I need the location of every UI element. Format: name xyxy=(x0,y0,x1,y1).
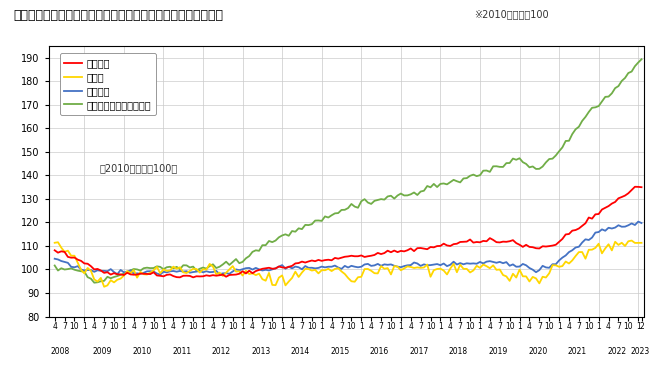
Line: 住宅総合: 住宅総合 xyxy=(55,187,642,277)
マンション（区分所有） xyxy=(103,274,111,279)
戸建住宅 xyxy=(634,220,642,224)
戸建住宅 xyxy=(493,261,500,265)
Text: 2009: 2009 xyxy=(93,347,112,356)
Text: 2008: 2008 xyxy=(50,347,70,356)
マンション（区分所有） xyxy=(493,164,500,168)
Text: ＜不動産価格指数（住宅）（令和５年２月分・季節調整値）＞: ＜不動産価格指数（住宅）（令和５年２月分・季節調整値）＞ xyxy=(13,9,223,22)
住宅総合 xyxy=(100,271,108,275)
住宅総合 xyxy=(638,185,645,189)
戸建住宅 xyxy=(100,269,108,273)
戸建住宅 xyxy=(160,270,168,274)
住宅総合 xyxy=(493,240,500,244)
Text: 2022: 2022 xyxy=(607,347,627,356)
住宅地 xyxy=(493,268,500,272)
Text: 2011: 2011 xyxy=(172,347,191,356)
戸建住宅 xyxy=(51,257,58,261)
Text: 2013: 2013 xyxy=(251,347,270,356)
住宅地 xyxy=(110,280,118,285)
Legend: 住宅総合, 住宅地, 戸建住宅, マンション（区分所有）: 住宅総合, 住宅地, 戸建住宅, マンション（区分所有） xyxy=(60,53,156,115)
マンション（区分所有） xyxy=(222,259,230,264)
マンション（区分所有） xyxy=(90,280,98,285)
Text: ※2010年平均＝100: ※2010年平均＝100 xyxy=(474,9,549,19)
Text: 2020: 2020 xyxy=(528,347,547,356)
Text: 2018: 2018 xyxy=(449,347,468,356)
戸建住宅 xyxy=(638,221,645,225)
戸建住宅 xyxy=(156,272,164,277)
住宅地 xyxy=(51,240,58,245)
Text: 2016: 2016 xyxy=(370,347,389,356)
住宅総合 xyxy=(107,272,114,277)
住宅総合 xyxy=(156,274,164,278)
Text: 2015: 2015 xyxy=(330,347,350,356)
マンション（区分所有） xyxy=(638,57,645,61)
住宅地 xyxy=(103,283,111,288)
Text: 2017: 2017 xyxy=(410,347,428,356)
Line: 住宅地: 住宅地 xyxy=(55,240,642,287)
住宅地 xyxy=(638,240,645,245)
住宅総合 xyxy=(189,275,197,280)
住宅地 xyxy=(160,267,168,272)
Text: （2010年平均＝100）: （2010年平均＝100） xyxy=(99,164,177,173)
マンション（区分所有） xyxy=(110,275,118,279)
Text: 2014: 2014 xyxy=(291,347,310,356)
Line: 戸建住宅: 戸建住宅 xyxy=(55,222,642,274)
戸建住宅 xyxy=(311,266,319,270)
Text: 2012: 2012 xyxy=(212,347,231,356)
Text: 2019: 2019 xyxy=(489,347,508,356)
住宅総合 xyxy=(631,184,639,189)
住宅総合 xyxy=(222,274,230,279)
住宅地 xyxy=(628,238,636,243)
住宅地 xyxy=(311,268,319,272)
住宅総合 xyxy=(51,248,58,253)
マンション（区分所有） xyxy=(311,219,319,223)
住宅総合 xyxy=(311,259,319,264)
戸建住宅 xyxy=(222,271,230,275)
マンション（区分所有） xyxy=(160,267,168,271)
Line: マンション（区分所有）: マンション（区分所有） xyxy=(55,59,642,283)
Text: 2023: 2023 xyxy=(630,347,649,356)
戸建住宅 xyxy=(107,267,114,271)
マンション（区分所有） xyxy=(51,263,58,268)
住宅地 xyxy=(100,284,108,289)
Text: 2021: 2021 xyxy=(567,347,587,356)
Text: 2010: 2010 xyxy=(133,347,151,356)
住宅地 xyxy=(222,270,230,275)
